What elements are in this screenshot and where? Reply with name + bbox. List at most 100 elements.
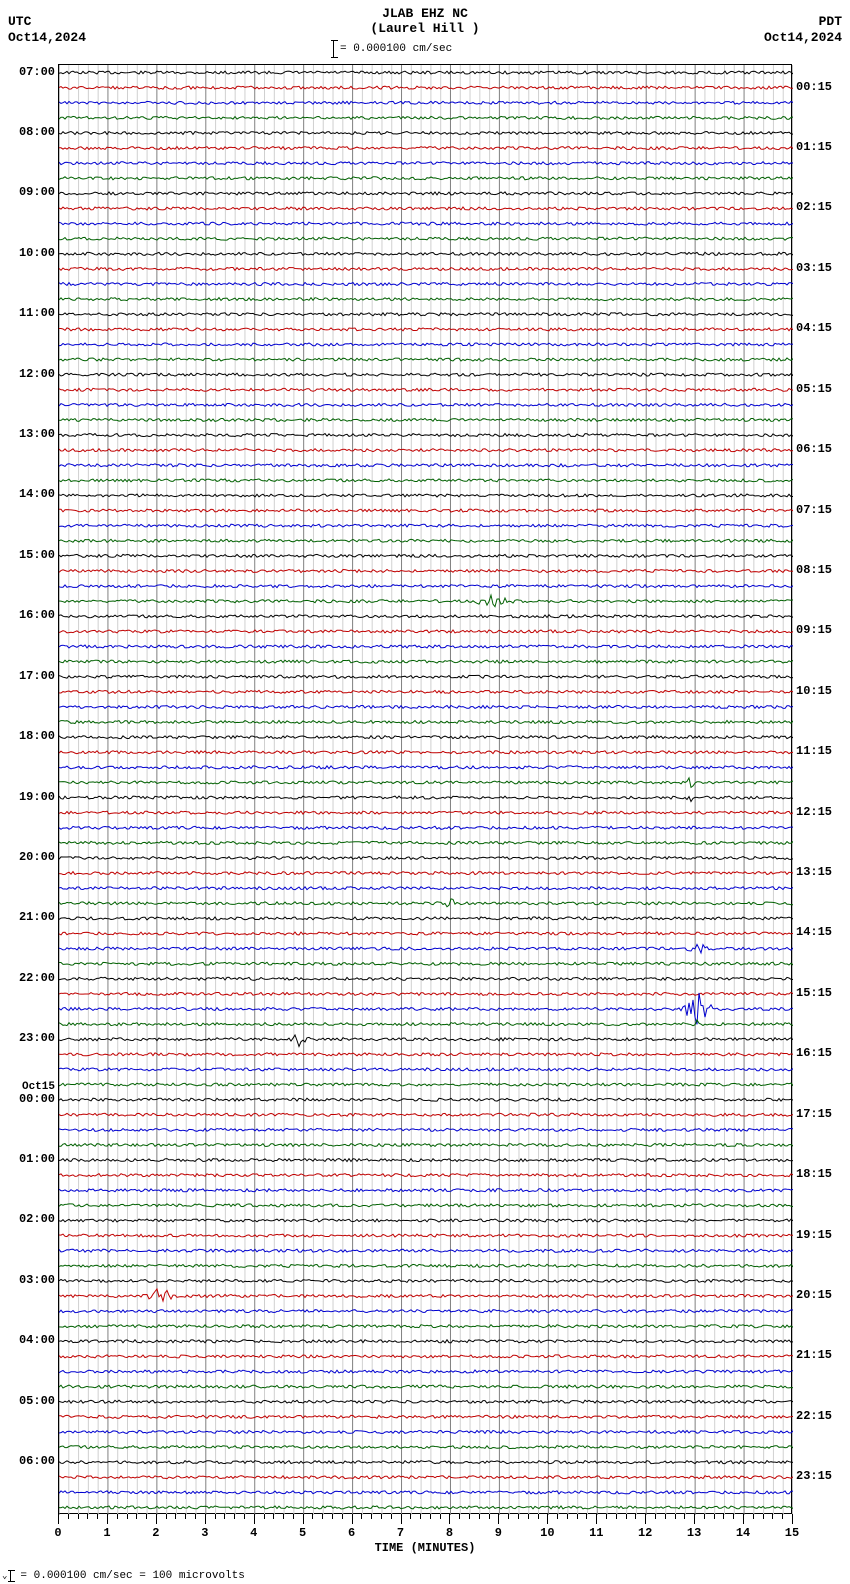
pdt-time-label: 07:15 [796, 503, 832, 517]
x-minor-tick [215, 1514, 216, 1519]
pdt-time-label: 18:15 [796, 1167, 832, 1181]
x-minor-tick [322, 1514, 323, 1519]
x-minor-tick [606, 1514, 607, 1519]
x-minor-tick [753, 1514, 754, 1519]
x-minor-tick [342, 1514, 343, 1519]
x-minor-tick [723, 1514, 724, 1519]
x-minor-tick [283, 1514, 284, 1519]
x-minor-tick [87, 1514, 88, 1519]
x-minor-tick [166, 1514, 167, 1519]
x-minor-tick [440, 1514, 441, 1519]
x-tick [743, 1514, 744, 1524]
x-axis: TIME (MINUTES) 0123456789101112131415 [58, 1514, 792, 1554]
pdt-time-label: 03:15 [796, 261, 832, 275]
pdt-time-label: 10:15 [796, 684, 832, 698]
x-minor-tick [684, 1514, 685, 1519]
x-tick-label: 11 [589, 1526, 603, 1540]
x-minor-tick [117, 1514, 118, 1519]
x-tick-label: 1 [103, 1526, 110, 1540]
x-tick [156, 1514, 157, 1524]
pdt-time-labels: 00:1501:1502:1503:1504:1505:1506:1507:15… [796, 64, 850, 1514]
header-center: JLAB EHZ NC (Laurel Hill ) [0, 6, 850, 36]
x-tick [547, 1514, 548, 1524]
x-minor-tick [704, 1514, 705, 1519]
x-minor-tick [586, 1514, 587, 1519]
x-tick [401, 1514, 402, 1524]
x-tick [792, 1514, 793, 1524]
pdt-time-label: 22:15 [796, 1409, 832, 1423]
x-tick-label: 8 [446, 1526, 453, 1540]
x-minor-tick [127, 1514, 128, 1519]
pdt-time-label: 13:15 [796, 865, 832, 879]
traces-layer [59, 65, 793, 1515]
utc-time-label: 02:00 [19, 1212, 55, 1226]
pdt-time-label: 04:15 [796, 321, 832, 335]
x-minor-tick [655, 1514, 656, 1519]
x-minor-tick [136, 1514, 137, 1519]
x-tick-label: 12 [638, 1526, 652, 1540]
utc-time-label: 00:00 [19, 1092, 55, 1106]
footer-text: = 0.000100 cm/sec = 100 microvolts [20, 1570, 244, 1582]
pdt-time-label: 02:15 [796, 200, 832, 214]
x-minor-tick [78, 1514, 79, 1519]
x-minor-tick [195, 1514, 196, 1519]
x-minor-tick [381, 1514, 382, 1519]
pdt-time-label: 00:15 [796, 80, 832, 94]
utc-time-label: 15:00 [19, 548, 55, 562]
utc-time-label: 06:00 [19, 1454, 55, 1468]
utc-time-label: 09:00 [19, 185, 55, 199]
utc-time-label: 10:00 [19, 246, 55, 260]
x-minor-tick [479, 1514, 480, 1519]
x-minor-tick [714, 1514, 715, 1519]
x-minor-tick [234, 1514, 235, 1519]
utc-time-label: 17:00 [19, 669, 55, 683]
utc-time-label: 21:00 [19, 910, 55, 924]
station-code: JLAB EHZ NC [0, 6, 850, 21]
pdt-time-label: 20:15 [796, 1288, 832, 1302]
x-tick [694, 1514, 695, 1524]
x-minor-tick [175, 1514, 176, 1519]
x-tick [58, 1514, 59, 1524]
x-minor-tick [146, 1514, 147, 1519]
utc-time-label: 08:00 [19, 125, 55, 139]
x-tick-label: 7 [397, 1526, 404, 1540]
x-minor-tick [577, 1514, 578, 1519]
x-minor-tick [391, 1514, 392, 1519]
pdt-time-label: 09:15 [796, 623, 832, 637]
x-minor-tick [675, 1514, 676, 1519]
x-tick-label: 10 [540, 1526, 554, 1540]
scale-bar-icon [333, 40, 334, 58]
pdt-time-label: 16:15 [796, 1046, 832, 1060]
x-minor-tick [264, 1514, 265, 1519]
utc-time-label: 04:00 [19, 1333, 55, 1347]
x-minor-tick [538, 1514, 539, 1519]
x-tick-label: 6 [348, 1526, 355, 1540]
x-tick [498, 1514, 499, 1524]
x-tick [596, 1514, 597, 1524]
x-tick-label: 9 [495, 1526, 502, 1540]
pdt-time-label: 17:15 [796, 1107, 832, 1121]
x-minor-tick [273, 1514, 274, 1519]
x-minor-tick [489, 1514, 490, 1519]
utc-time-label: 11:00 [19, 306, 55, 320]
x-tick-label: 0 [54, 1526, 61, 1540]
date-right-label: Oct14,2024 [764, 30, 842, 46]
pdt-time-label: 08:15 [796, 563, 832, 577]
utc-time-label: 20:00 [19, 850, 55, 864]
x-tick [107, 1514, 108, 1524]
pdt-time-label: 19:15 [796, 1228, 832, 1242]
header-right: PDT Oct14,2024 [764, 14, 842, 46]
pdt-time-label: 11:15 [796, 744, 832, 758]
utc-time-label: 05:00 [19, 1394, 55, 1408]
pdt-time-label: 14:15 [796, 925, 832, 939]
x-minor-tick [244, 1514, 245, 1519]
x-minor-tick [567, 1514, 568, 1519]
x-tick [303, 1514, 304, 1524]
utc-time-label: 23:00 [19, 1031, 55, 1045]
x-tick [449, 1514, 450, 1524]
x-minor-tick [665, 1514, 666, 1519]
pdt-time-label: 01:15 [796, 140, 832, 154]
x-minor-tick [459, 1514, 460, 1519]
x-tick-label: 13 [687, 1526, 701, 1540]
x-tick [352, 1514, 353, 1524]
